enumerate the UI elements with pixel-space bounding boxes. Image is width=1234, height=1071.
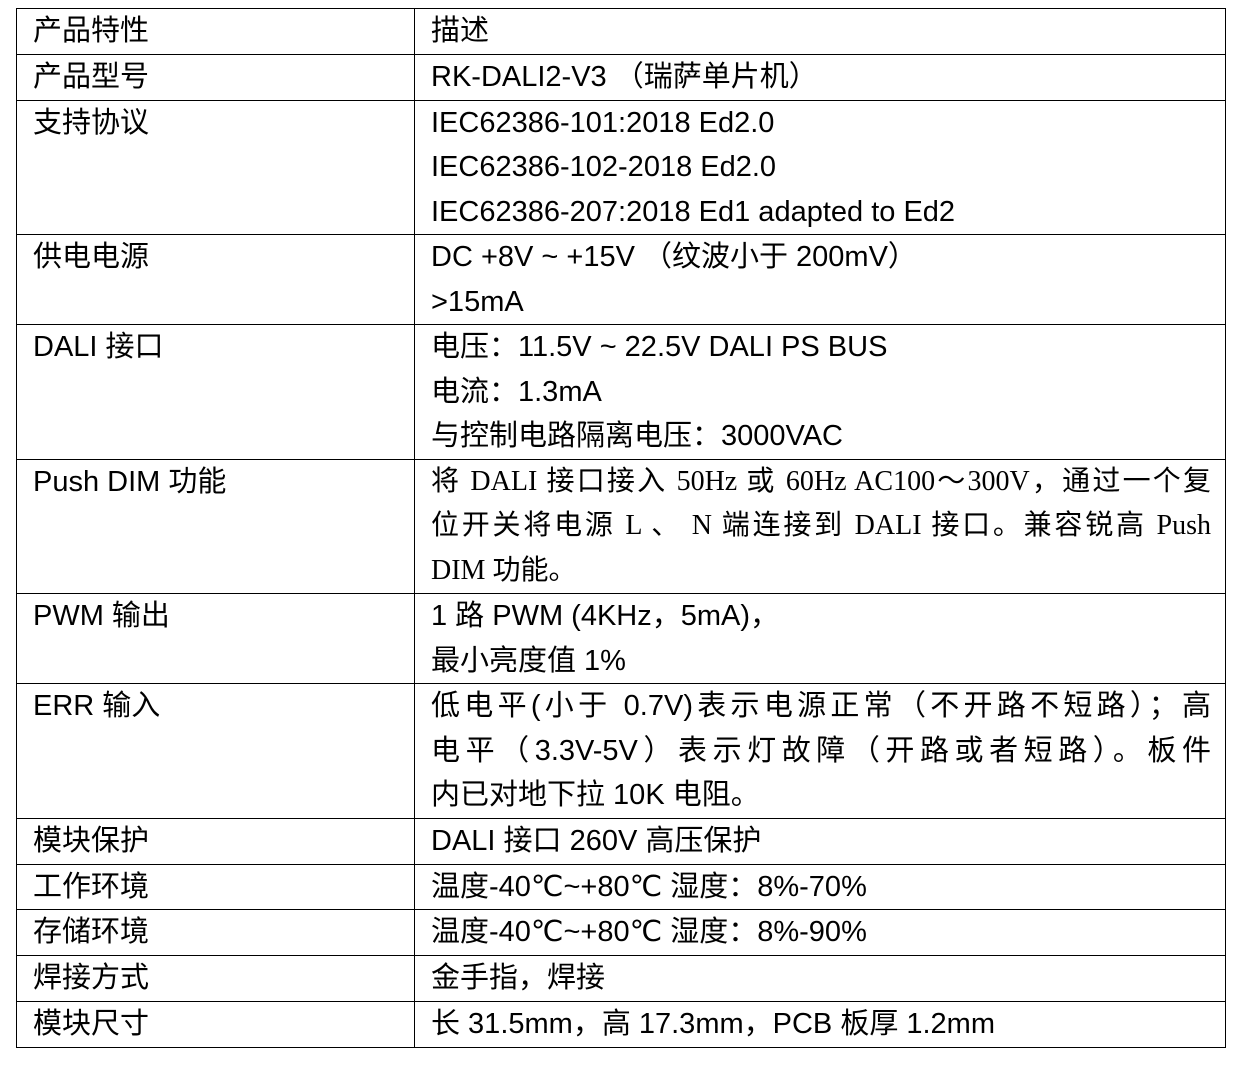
table-row: Push DIM 功能将 DALI 接口接入 50Hz 或 60Hz AC100… — [16, 458, 1226, 594]
table-row: 模块尺寸长 31.5mm，高 17.3mm，PCB 板厚 1.2mm — [16, 1000, 1226, 1048]
table-row: DALI 接口 电压：11.5V ~ 22.5V DALI PS BUS 电流：1.… — [16, 324, 1226, 460]
table-row: 支持协议 IEC62386-101:2018 Ed2.0 IEC62386-102-… — [16, 99, 1226, 235]
row-key: 模块尺寸 — [16, 1000, 415, 1048]
table-row: PWM 输出 1 路 PWM (4KHz，5mA)， 最小亮度值 1% — [16, 593, 1226, 684]
value-line: IEC62386-102-2018 Ed2.0 — [431, 151, 777, 183]
row-key: 供电电源 — [16, 234, 415, 325]
row-value: DC +8V ~ +15V （纹波小于 200mV） >15mA — [414, 234, 1226, 325]
row-key: 支持协议 — [16, 99, 415, 235]
table-row: 工作环境 温度-40℃~+80℃ 湿度：8%-70% — [16, 863, 1226, 910]
row-key: 存储环境 — [16, 909, 415, 956]
value-line: 电流：1.3mA — [431, 375, 602, 408]
header-value: 描述 — [414, 8, 1226, 55]
value-line: 温度-40℃~+80℃ 湿度：8%-90% — [431, 916, 867, 948]
value-line: RK-DALI2-V3 （瑞萨单片机） — [431, 61, 818, 93]
value-line: 长 31.5mm，高 17.3mm，PCB 板厚 1.2mm — [431, 1007, 995, 1040]
value-line: 将 DALI 接口接入 50Hz 或 60Hz AC100～300V，通过一个复 — [431, 465, 1211, 497]
value-line: 低电平(小于 0.7V)表示电源正常（不开路不短路）；高 — [431, 690, 1211, 722]
row-key: ERR 输入 — [16, 683, 415, 819]
row-key: 产品型号 — [16, 54, 415, 101]
value-line: 金手指，焊接 — [431, 961, 606, 994]
header-key: 产品特性 — [16, 8, 415, 55]
row-value: 温度-40℃~+80℃ 湿度：8%-70% — [414, 863, 1226, 910]
row-value: 低电平(小于 0.7V)表示电源正常（不开路不短路）；高 电平（3.3V-5V）表… — [414, 683, 1226, 819]
table-header-row: 产品特性 描述 — [16, 8, 1226, 55]
value-line: 电压：11.5V ~ 22.5V DALI PS BUS — [431, 331, 888, 363]
value-line: 内已对地下拉 10K 电阻。 — [431, 779, 760, 811]
value-line: IEC62386-101:2018 Ed2.0 — [431, 106, 775, 139]
value-line: 电平（3.3V-5V）表示灯故障（开路或者短路）。板件 — [431, 734, 1211, 767]
row-value: RK-DALI2-V3 （瑞萨单片机） — [414, 54, 1226, 101]
value-line: IEC62386-207:2018 Ed1 adapted to Ed2 — [431, 195, 956, 228]
row-value: 温度-40℃~+80℃ 湿度：8%-90% — [414, 909, 1226, 956]
row-value: DALI 接口 260V 高压保护 — [414, 817, 1226, 865]
row-value: 电压：11.5V ~ 22.5V DALI PS BUS 电流：1.3mA 与控制电… — [414, 324, 1226, 460]
row-value: 将 DALI 接口接入 50Hz 或 60Hz AC100～300V，通过一个复… — [414, 458, 1226, 594]
table-row: ERR 输入 低电平(小于 0.7V)表示电源正常（不开路不短路）；高 电平（3.3… — [16, 683, 1226, 819]
row-value: IEC62386-101:2018 Ed2.0 IEC62386-102-2018… — [414, 99, 1226, 235]
value-line: DALI 接口 260V 高压保护 — [431, 824, 762, 857]
table-row: 模块保护 DALI 接口 260V 高压保护 — [16, 817, 1226, 865]
value-line: 1 路 PWM (4KHz，5mA)， — [431, 600, 780, 632]
table-row: 供电电源 DC +8V ~ +15V （纹波小于 200mV） >15mA — [16, 234, 1226, 325]
value-line: 位开关将电源 L 、 N 端连接到 DALI 接口。兼容锐高 Push — [431, 510, 1211, 541]
table-row: 焊接方式 金手指，焊接 — [16, 954, 1226, 1002]
spec-table: 产品特性 描述 产品型号 RK-DALI2-V3 （瑞萨单片机） 支持协议 IEC62… — [16, 8, 1226, 1048]
row-key: 模块保护 — [16, 817, 415, 865]
table-row: 存储环境 温度-40℃~+80℃ 湿度：8%-90% — [16, 909, 1226, 956]
value-line: DC +8V ~ +15V （纹波小于 200mV） — [431, 241, 917, 273]
row-key: 焊接方式 — [16, 954, 415, 1002]
table-row: 产品型号 RK-DALI2-V3 （瑞萨单片机） — [16, 54, 1226, 101]
row-key: 工作环境 — [16, 863, 415, 910]
row-key: Push DIM 功能 — [16, 458, 415, 594]
value-line: 与控制电路隔离电压：3000VAC — [431, 420, 843, 452]
value-line: >15mA — [431, 285, 524, 318]
value-line: DIM 功能。 — [431, 554, 577, 586]
value-line: 最小亮度值 1% — [431, 644, 626, 677]
row-value: 1 路 PWM (4KHz，5mA)， 最小亮度值 1% — [414, 593, 1226, 684]
row-key: PWM 输出 — [16, 593, 415, 684]
row-key: DALI 接口 — [16, 324, 415, 460]
row-value: 金手指，焊接 — [414, 954, 1226, 1002]
row-value: 长 31.5mm，高 17.3mm，PCB 板厚 1.2mm — [414, 1000, 1226, 1048]
value-line: 温度-40℃~+80℃ 湿度：8%-70% — [431, 870, 867, 903]
